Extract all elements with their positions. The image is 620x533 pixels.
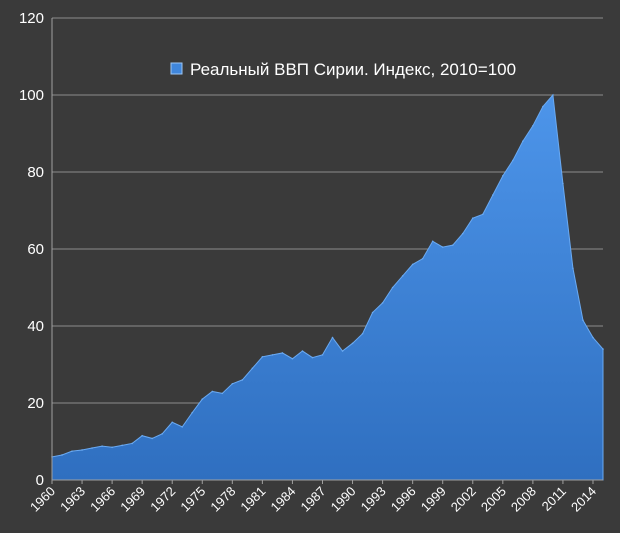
data-point-1990 (351, 342, 354, 345)
y-tick-label: 100 (19, 87, 44, 104)
data-point-1968 (131, 442, 133, 445)
data-point-1975 (201, 398, 204, 400)
data-point-1966 (111, 446, 113, 449)
data-point-1961 (61, 454, 63, 456)
data-point-1991 (361, 332, 364, 335)
data-point-2009 (542, 105, 544, 108)
data-point-2015 (602, 348, 604, 350)
y-tick-label: 40 (27, 318, 44, 335)
x-tick-label: 1984 (268, 484, 299, 515)
legend-swatch (170, 62, 183, 75)
x-tick-label: 1975 (177, 484, 208, 515)
x-tick-label: 1987 (298, 484, 329, 515)
data-point-1973 (181, 426, 184, 428)
data-point-1994 (391, 286, 394, 289)
x-tick-label: 1960 (27, 484, 58, 515)
data-point-1972 (171, 421, 174, 424)
data-point-2004 (492, 194, 494, 196)
x-tick-label: 1963 (57, 484, 88, 515)
data-point-1988 (331, 336, 334, 339)
area-series-path (51, 93, 604, 481)
x-tick-label: 2002 (448, 484, 479, 515)
x-tick-label: 1993 (358, 484, 389, 515)
data-point-1963 (81, 449, 83, 451)
data-point-2014 (592, 336, 594, 339)
x-tick-label: 1969 (117, 484, 148, 515)
data-point-1962 (71, 450, 73, 452)
x-tick-label: 2011 (539, 484, 569, 514)
data-point-1976 (211, 390, 214, 393)
data-point-2000 (451, 244, 454, 246)
data-point-1999 (441, 246, 444, 248)
x-tick-label: 1966 (87, 484, 118, 515)
y-tick-label: 120 (19, 10, 44, 27)
data-point-1982 (271, 354, 274, 356)
data-point-2008 (532, 125, 534, 127)
data-point-1997 (421, 257, 424, 260)
y-tick-labels: 0 20 40 60 80 100 120 (19, 10, 44, 489)
x-tick-label: 1978 (207, 484, 238, 515)
data-point-1984 (291, 357, 294, 360)
data-point-1986 (311, 356, 314, 359)
data-point-1978 (231, 382, 234, 385)
x-tick-label: 2008 (508, 484, 539, 515)
data-point-1995 (401, 275, 404, 277)
data-point-1979 (241, 379, 244, 381)
data-point-1980 (251, 367, 254, 370)
data-point-1996 (411, 263, 414, 266)
area-series (51, 93, 604, 481)
legend-label: Реальный ВВП Сирии. Индекс, 2010=100 (190, 60, 516, 79)
y-tick-label: 60 (27, 241, 44, 258)
x-tick-labels: 1960196319661969197219751978198119841987… (27, 484, 599, 515)
data-point-1977 (221, 392, 224, 395)
data-point-2010 (552, 94, 554, 96)
data-point-1965 (101, 445, 103, 447)
x-tick-label: 1981 (237, 484, 268, 515)
data-point-2003 (481, 213, 484, 216)
data-point-1985 (301, 350, 304, 352)
data-point-1971 (161, 433, 163, 435)
data-point-2007 (522, 140, 524, 142)
data-point-1987 (321, 354, 324, 356)
x-tick-label: 2014 (568, 484, 599, 515)
data-point-1974 (191, 411, 194, 414)
data-point-2012 (572, 267, 574, 270)
x-tick-label: 1999 (418, 484, 449, 515)
y-tick-label: 20 (27, 395, 44, 412)
data-point-1964 (91, 447, 93, 449)
data-point-2005 (502, 175, 504, 177)
data-point-1981 (261, 356, 264, 358)
data-point-1998 (431, 240, 434, 243)
data-point-1992 (371, 311, 374, 314)
data-point-2002 (471, 217, 474, 219)
x-tick-label: 1972 (147, 484, 178, 515)
x-tick-label: 2005 (478, 484, 509, 515)
data-point-2006 (512, 159, 514, 162)
y-tick-label: 80 (27, 164, 44, 181)
y-tick-label: 0 (36, 472, 44, 489)
axes (51, 18, 603, 484)
data-point-1970 (151, 437, 153, 440)
data-point-1989 (341, 350, 344, 352)
data-point-2013 (582, 319, 584, 322)
data-point-2001 (461, 232, 464, 235)
data-point-1969 (141, 434, 143, 437)
data-point-1983 (281, 352, 284, 354)
data-point-1967 (121, 444, 123, 447)
data-point-1993 (381, 302, 384, 304)
legend: Реальный ВВП Сирии. Индекс, 2010=100 (170, 60, 516, 79)
data-point-2011 (562, 182, 564, 185)
x-tick-label: 1990 (328, 484, 359, 515)
x-tick-label: 1996 (388, 484, 419, 515)
